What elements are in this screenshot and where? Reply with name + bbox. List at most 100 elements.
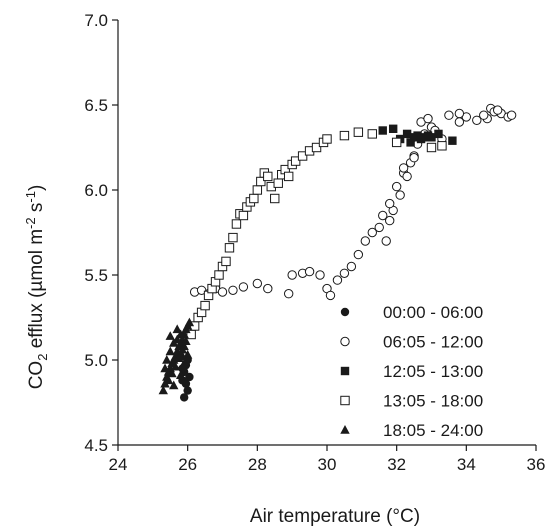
x-tick-label: 36 bbox=[527, 455, 546, 474]
data-point bbox=[378, 126, 387, 135]
data-point bbox=[263, 171, 273, 182]
data-point bbox=[184, 317, 195, 327]
data-point bbox=[160, 363, 170, 373]
series-5 bbox=[158, 317, 195, 395]
data-point bbox=[170, 361, 181, 371]
data-point bbox=[297, 151, 308, 161]
data-point bbox=[402, 171, 412, 182]
y-tick-label: 6.0 bbox=[84, 181, 108, 200]
data-point bbox=[172, 334, 182, 344]
y-tick-label: 6.5 bbox=[84, 96, 108, 115]
data-point bbox=[427, 133, 436, 142]
x-tick-label: 28 bbox=[248, 455, 267, 474]
data-point bbox=[402, 129, 412, 139]
data-point bbox=[287, 270, 297, 280]
legend-item: 13:05 - 18:00 bbox=[340, 392, 483, 411]
data-point bbox=[224, 243, 235, 253]
x-tick-label: 34 bbox=[457, 455, 476, 474]
data-point bbox=[388, 124, 398, 133]
data-point bbox=[176, 329, 186, 339]
data-point bbox=[304, 266, 315, 277]
data-point bbox=[176, 370, 186, 379]
x-axis-title: Air temperature (°C) bbox=[250, 506, 420, 527]
data-point bbox=[165, 346, 175, 356]
data-point bbox=[163, 375, 174, 385]
series-2 bbox=[189, 103, 517, 301]
y-tick-label: 5.5 bbox=[84, 266, 108, 285]
y-axis-title-sup2: -1 bbox=[23, 191, 38, 203]
data-point bbox=[158, 385, 168, 395]
data-point bbox=[367, 129, 377, 139]
data-point bbox=[391, 181, 402, 192]
data-point bbox=[238, 210, 249, 221]
y-axis-title-sub: 2 bbox=[35, 354, 50, 361]
x-tick-label: 32 bbox=[387, 455, 406, 474]
data-point bbox=[391, 137, 402, 148]
data-point bbox=[177, 344, 188, 354]
data-point bbox=[506, 110, 517, 120]
data-point bbox=[238, 282, 249, 292]
data-point bbox=[182, 349, 193, 359]
data-point bbox=[322, 134, 332, 144]
data-point bbox=[332, 275, 343, 285]
legend-label: 06:05 - 12:00 bbox=[383, 333, 483, 352]
data-point bbox=[454, 117, 465, 127]
data-point bbox=[221, 256, 231, 267]
data-point bbox=[167, 368, 177, 378]
data-point bbox=[409, 153, 419, 163]
legend-marker bbox=[340, 366, 350, 376]
data-point bbox=[353, 249, 364, 260]
data-point bbox=[448, 136, 457, 145]
data-point bbox=[454, 108, 465, 119]
legend-item: 18:05 - 24:00 bbox=[340, 421, 483, 440]
data-point bbox=[423, 113, 433, 124]
x-tick-label: 30 bbox=[318, 455, 337, 474]
data-point bbox=[179, 358, 189, 368]
data-point bbox=[385, 215, 395, 226]
data-point bbox=[444, 110, 454, 120]
legend: 00:00 - 06:00 06:05 - 12:00 12:05 - 13:00 1… bbox=[340, 303, 483, 440]
legend-label: 13:05 - 18:00 bbox=[383, 392, 483, 411]
data-points bbox=[158, 103, 517, 402]
data-point bbox=[346, 261, 357, 272]
data-point bbox=[283, 289, 294, 299]
data-point bbox=[183, 386, 192, 395]
data-point bbox=[360, 236, 371, 246]
data-point bbox=[406, 138, 415, 147]
legend-marker bbox=[340, 425, 350, 434]
data-point bbox=[479, 110, 489, 120]
data-point bbox=[385, 198, 395, 209]
data-point bbox=[273, 178, 283, 188]
data-point bbox=[179, 393, 189, 402]
data-point bbox=[315, 270, 325, 280]
data-point bbox=[200, 300, 210, 311]
legend-marker bbox=[340, 307, 350, 317]
y-axis-title-sup1: -2 bbox=[23, 217, 38, 229]
data-point bbox=[228, 285, 238, 295]
axes: 24 26 28 30 32 34 36 4.5 5.0 5.5 6.0 6.5 7.0 bbox=[84, 11, 545, 474]
legend-marker bbox=[340, 395, 350, 406]
series-4 bbox=[186, 127, 447, 340]
data-point bbox=[353, 127, 364, 137]
data-point bbox=[181, 336, 191, 345]
data-point bbox=[270, 193, 280, 204]
legend-marker bbox=[340, 336, 350, 347]
data-point bbox=[492, 105, 503, 115]
data-point bbox=[367, 227, 377, 238]
data-point bbox=[252, 278, 263, 289]
y-tick-label: 7.0 bbox=[84, 11, 108, 30]
data-point bbox=[172, 324, 182, 334]
y-axis-title-mid: efflux (µmol m bbox=[26, 229, 47, 354]
data-point bbox=[311, 142, 322, 153]
y-axis-title-s: s bbox=[26, 203, 47, 218]
data-point bbox=[185, 372, 194, 382]
data-point bbox=[165, 331, 175, 340]
data-point bbox=[169, 380, 179, 390]
data-point bbox=[217, 287, 228, 297]
legend-label: 12:05 - 13:00 bbox=[383, 362, 483, 381]
legend-item: 12:05 - 13:00 bbox=[340, 362, 483, 381]
data-point bbox=[395, 190, 405, 200]
y-axis-title: CO2 efflux (µmol m-2 s-1) bbox=[23, 185, 50, 390]
data-point bbox=[290, 156, 301, 166]
